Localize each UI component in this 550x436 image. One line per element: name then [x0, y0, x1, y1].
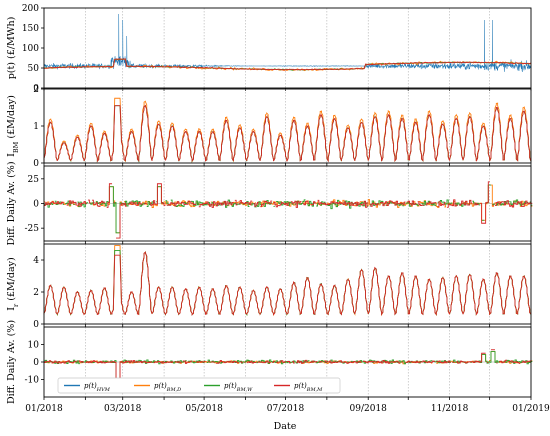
y-tick-label: 50: [28, 64, 40, 74]
x-tick-label: 01/2018: [25, 404, 63, 414]
x-tick-label: 09/2018: [350, 404, 388, 414]
y-tick-label: 25: [28, 175, 40, 185]
series-bm_m-line: [44, 252, 531, 314]
x-tick-label: 03/2018: [104, 404, 142, 414]
x-tick-label: 01/2019: [512, 404, 550, 414]
series-bm_m-line: [196, 361, 205, 362]
y-tick-label: 200: [22, 4, 39, 14]
panel-ibm: 0 1 2 IBM (£M/day): [6, 85, 531, 169]
x-tick-label: 11/2018: [431, 404, 469, 414]
panel-frame: [44, 8, 531, 88]
series-bm_m-line: [456, 353, 485, 363]
series-bm_m-line: [260, 201, 272, 207]
y-tick-label: 0: [33, 358, 39, 368]
y-axis-label: Diff. Daily Av. (%): [6, 161, 17, 245]
y-axis-label: p(t) (£/MWh): [6, 17, 17, 80]
y-tick-label: 150: [22, 24, 39, 34]
x-tick-label: 05/2018: [185, 404, 223, 414]
series-bm_w-line: [96, 187, 145, 233]
y-tick-label: 4: [33, 256, 39, 266]
x-tick-label: 07/2018: [267, 404, 305, 414]
y-tick-label: -25: [25, 224, 40, 234]
series-bm_m-line: [44, 59, 531, 70]
y-tick-label: 0: [33, 159, 39, 169]
series-bm_m-line: [480, 182, 489, 223]
series-hvm-line: [44, 14, 531, 72]
y-axis-label: IBM (£M/day): [6, 95, 20, 157]
y-tick-label: 0: [33, 200, 39, 210]
series-bm_w-line: [44, 106, 531, 162]
series-bm_d-line: [44, 98, 531, 161]
panel-frame: [44, 244, 531, 324]
x-axis-label: Date: [274, 421, 297, 432]
panel-frame: [44, 89, 531, 163]
series-bm_m-line: [319, 362, 323, 363]
y-tick-label: 10: [28, 341, 40, 351]
panel-ir: 0 2 4 Ir (£M/day): [6, 244, 531, 330]
series-bm_d-line: [44, 59, 531, 71]
series-bm_m-line: [88, 200, 91, 203]
y-axis-label: Ir (£M/day): [6, 257, 20, 310]
panel-price: 0 50 100 150 200 p(t) (£/MWh): [6, 4, 531, 94]
y-tick-label: -10: [25, 376, 40, 386]
chart-legend: p(t)HVM p(t)BM,D p(t)BM,W p(t)BM,M: [58, 378, 340, 393]
y-tick-label: 1: [33, 122, 39, 132]
y-tick-label: 2: [33, 288, 39, 298]
series-bm_w-line: [44, 59, 531, 70]
y-tick-label: 0: [33, 320, 39, 330]
y-axis-label: Diff. Daily Av. (%): [6, 320, 17, 404]
y-tick-label: 100: [22, 44, 39, 54]
y-tick-label: 2: [33, 85, 39, 95]
panel-diff_ibm: -25 0 25 Diff. Daily Av. (%): [6, 161, 532, 245]
series-bm_m-line: [44, 106, 531, 162]
